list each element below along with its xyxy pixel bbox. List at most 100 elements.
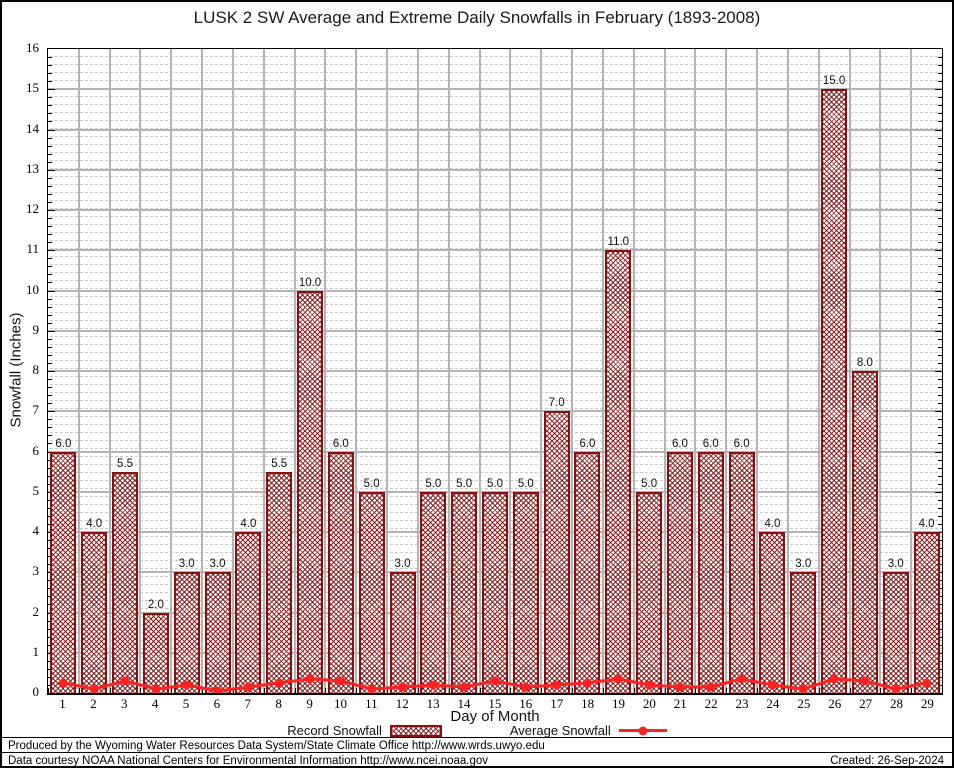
- y-tick: [48, 234, 52, 236]
- average-point-marker: [459, 682, 469, 692]
- footer-attribution-1: Produced by the Wyoming Water Resources …: [2, 737, 952, 753]
- x-tick: [572, 688, 574, 693]
- x-tick: [695, 688, 697, 693]
- y-tick: [48, 379, 52, 381]
- h-gridline: [48, 249, 942, 252]
- legend-item-average: Average Snowfall: [510, 723, 667, 738]
- y-tick: [935, 371, 942, 372]
- y-tick: [48, 282, 52, 284]
- h-gridline: [48, 168, 942, 171]
- y-tick: [48, 89, 55, 91]
- average-point-marker: [182, 680, 192, 690]
- v-gridline: [386, 49, 389, 693]
- y-tick-label: 2: [32, 603, 40, 619]
- x-tick: [140, 688, 142, 693]
- y-tick: [48, 65, 52, 67]
- v-gridline: [694, 49, 697, 693]
- y-tick: [938, 322, 942, 324]
- bar-value-label: 5.0: [456, 477, 473, 490]
- v-gridline: [663, 49, 666, 693]
- bar-slot: 4.0: [79, 49, 110, 693]
- bar-slot: 10.0: [295, 49, 326, 693]
- y-tick: [938, 628, 942, 630]
- x-tick: [171, 688, 173, 693]
- y-tick-label: 12: [26, 201, 39, 216]
- v-gridline: [632, 49, 635, 693]
- y-tick-label: 13: [26, 160, 39, 176]
- record-bar: [605, 250, 632, 693]
- y-tick: [938, 523, 942, 525]
- y-tick: [935, 210, 942, 211]
- bar-value-label: 6.0: [579, 437, 596, 450]
- y-tick: [938, 81, 942, 83]
- record-bar: [235, 532, 262, 693]
- average-point-marker: [829, 674, 839, 684]
- record-bar: [574, 451, 601, 693]
- y-tick: [48, 483, 52, 485]
- bar-value-label: 4.0: [240, 518, 257, 530]
- y-tick: [938, 644, 942, 646]
- record-bar: [481, 491, 508, 693]
- bar-value-label: 2.0: [147, 598, 164, 611]
- h-gridline: [48, 289, 942, 292]
- v-gridline: [509, 49, 512, 693]
- y-tick-label: 14: [26, 120, 39, 136]
- bar-slot: 3.0: [880, 49, 911, 693]
- bar-slot: 4.0: [757, 49, 788, 693]
- bar-slot: 4.0: [233, 49, 264, 693]
- x-tick: [48, 688, 49, 693]
- average-snowfall-line-icon: [618, 726, 667, 735]
- x-tick: [726, 688, 728, 693]
- y-tick: [48, 668, 52, 670]
- y-tick: [48, 515, 52, 517]
- average-snowfall-line: [58, 674, 932, 693]
- bar-value-label: 6.0: [332, 437, 349, 450]
- x-tick-label: 2: [90, 696, 97, 711]
- average-point-marker: [583, 678, 592, 688]
- y-tick: [48, 105, 52, 107]
- average-point-marker: [644, 680, 654, 690]
- y-tick: [938, 105, 942, 107]
- bar-value-label: 5.5: [271, 457, 288, 470]
- v-gridline: [416, 49, 419, 693]
- record-bar: [50, 451, 77, 693]
- y-tick-label: 4: [32, 523, 40, 538]
- y-tick: [48, 250, 55, 252]
- v-gridline: [478, 49, 481, 693]
- y-tick: [938, 596, 942, 598]
- legend-average-label: Average Snowfall: [509, 723, 611, 738]
- y-tick: [938, 201, 942, 203]
- y-tick: [938, 403, 942, 405]
- y-tick-label: 5: [32, 482, 40, 498]
- record-bar: [728, 451, 755, 693]
- x-tick-label: 21: [673, 696, 687, 711]
- y-tick: [48, 660, 52, 662]
- created-date: Created: 26-Sep-2024: [830, 755, 944, 767]
- y-tick: [938, 266, 942, 268]
- y-tick: [935, 129, 942, 131]
- y-tick: [935, 411, 942, 413]
- x-tick-label: 13: [426, 696, 440, 711]
- y-tick: [48, 523, 52, 525]
- y-tick-label: 0: [32, 684, 40, 699]
- x-tick: [880, 688, 882, 693]
- record-bar: [81, 532, 108, 693]
- x-tick: [541, 688, 543, 693]
- y-tick: [48, 201, 52, 203]
- bar-slot: 5.0: [418, 49, 449, 693]
- x-tick: [294, 688, 296, 693]
- x-tick-label: 12: [395, 696, 409, 711]
- x-tick-label: 27: [859, 696, 873, 711]
- y-tick: [48, 636, 52, 638]
- y-tick: [48, 427, 52, 429]
- x-tick: [263, 688, 265, 693]
- average-point-marker: [58, 678, 68, 688]
- y-tick: [48, 121, 52, 123]
- y-tick: [938, 588, 942, 590]
- h-gridline: [48, 209, 942, 211]
- average-point-marker: [490, 676, 500, 686]
- record-bar: [851, 371, 878, 693]
- average-point-marker: [336, 676, 346, 686]
- x-tick-label: 24: [766, 696, 780, 711]
- average-point-marker: [367, 684, 377, 693]
